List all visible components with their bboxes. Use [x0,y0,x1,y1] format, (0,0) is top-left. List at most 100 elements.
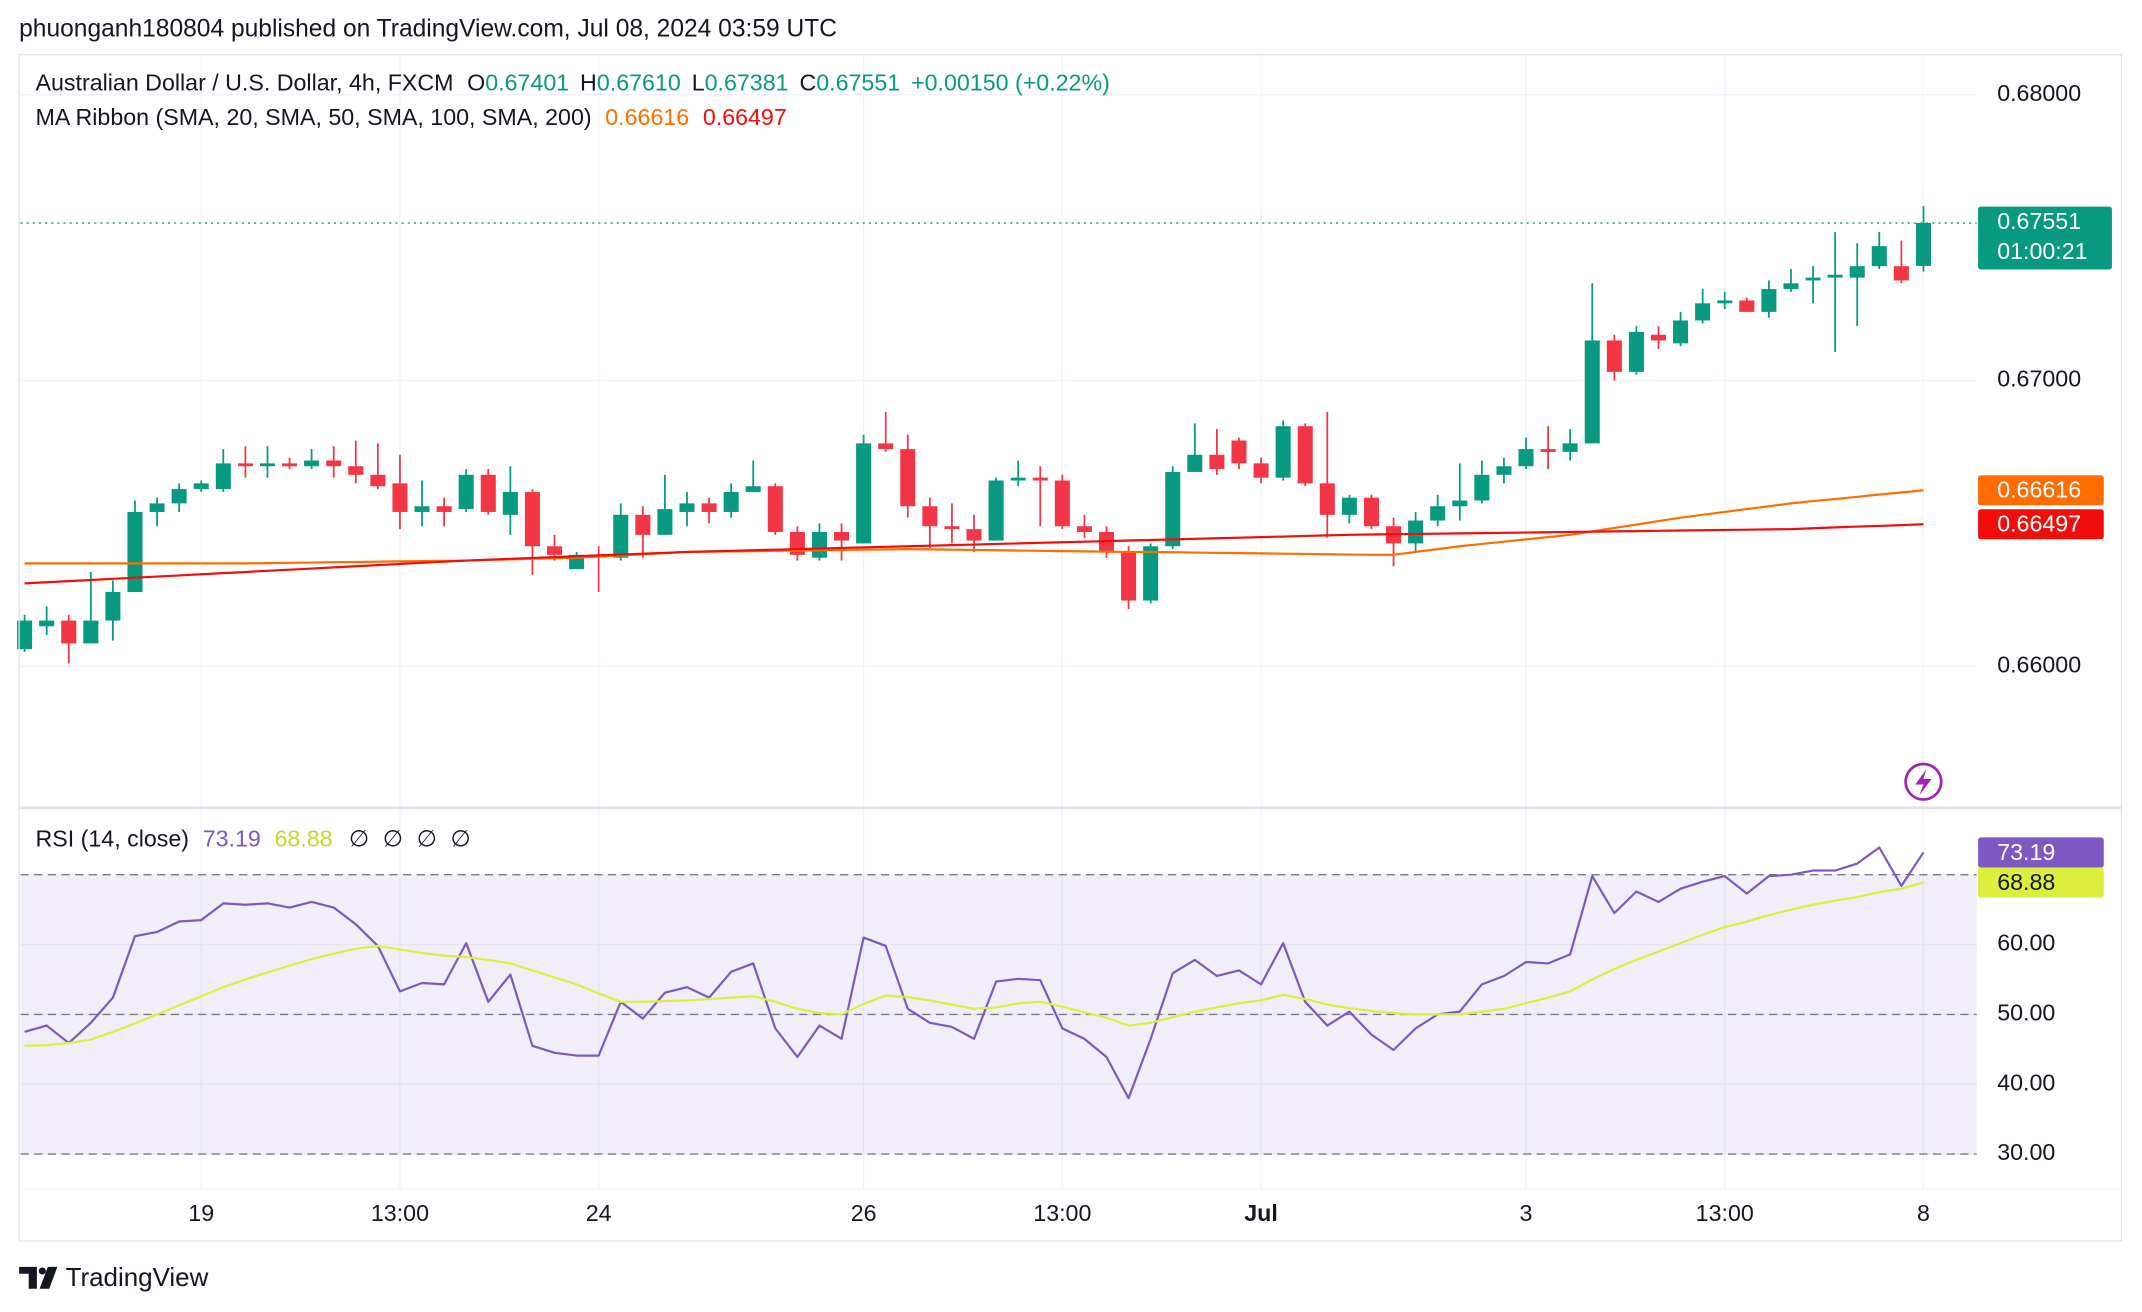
candle-body [127,511,143,592]
replay-icon[interactable] [1904,762,1943,801]
candle-body [1805,277,1821,281]
line-series [24,489,1924,565]
candle-body [237,463,253,467]
candle-body [1010,477,1026,481]
candle-body [1231,440,1247,464]
candle-body [1032,477,1048,481]
candle-body [811,531,827,558]
candle-body [282,463,298,467]
candle-body [1827,274,1843,278]
symbol-legend: Australian Dollar / U.S. Dollar, 4h, FXC… [36,70,1110,96]
candle-body [1054,480,1070,527]
candle-body [635,514,651,535]
indicator-value: 0.66616 [605,104,689,130]
change-value: +0.00150 (+0.22%) [911,70,1110,96]
candle-body [1739,300,1755,312]
logo-part [39,1266,58,1289]
candle-body [1606,340,1622,372]
candle-body [966,529,982,541]
y-tick-label: 60.00 [1997,930,2055,956]
candle-body [944,526,960,530]
candle-body [524,491,540,547]
candle-body [1408,520,1424,544]
candle-body [1165,471,1181,547]
candle-body [856,443,872,544]
indicator-value: 0.66497 [703,104,787,130]
candle-body [370,474,386,487]
candle-body [767,486,783,532]
ohlc-value: 0.67551 [816,70,900,96]
candle-body [1253,463,1269,478]
y-tick-label: 0.67000 [1997,366,2081,392]
value-tag [1978,867,2104,898]
candle-body [1871,246,1887,267]
candle-body [900,449,916,507]
ohlc-value: 0.67381 [705,70,789,96]
candle-body [1650,334,1667,341]
value-tag-label: 0.66616 [1997,477,2081,503]
candle-body [1297,426,1313,484]
candle-body [1717,300,1733,304]
candle-body [436,506,452,512]
candle-body [1275,426,1291,478]
rsi-placeholder: ∅ [417,826,437,852]
x-tick-label: 8 [1917,1200,1930,1226]
candle-body [878,443,894,450]
candle-body [922,506,938,527]
x-tick-label: 24 [586,1200,612,1226]
candle-body [502,491,518,515]
candle-body [701,503,717,512]
candle-body [723,491,739,512]
ohlc-value: 0.67401 [485,70,569,96]
grid-layer: 19 13:00 24 26 13:00 Jul 3 13:00 8 0.66000 0.67000… [20,54,2081,1226]
candle-body [171,489,187,504]
value-tag [1978,509,2104,540]
candle-body [1363,497,1379,527]
x-tick-label: 3 [1520,1200,1533,1226]
candle-body [1319,483,1335,515]
value-tag-label: 73.19 [1997,839,2055,865]
x-tick-label: 13:00 [1033,1200,1091,1226]
line-series [24,846,1925,1100]
y-tick-label: 40.00 [1997,1069,2055,1095]
candle-body [1915,223,1931,266]
candle-body [834,531,850,541]
candle-body [1695,303,1711,321]
candle-body [61,620,77,644]
y-tick-label: 30.00 [1997,1139,2055,1165]
ohlc-value: 0.67610 [597,70,681,96]
rsi-placeholder: ∅ [383,826,403,852]
rsi-legend: RSI (14, close) 73.19 68.88 ∅ ∅ ∅ ∅ [36,826,471,852]
rsi-value: 68.88 [274,826,332,852]
symbol-title: Australian Dollar / U.S. Dollar, 4h, FXC… [36,70,454,96]
candle-body [149,503,165,512]
ohlc-label: O [467,70,485,96]
candle-body [1076,526,1092,532]
candle-body [1761,289,1777,312]
indicator-title: MA Ribbon (SMA, 20, SMA, 50, SMA, 100, S… [36,104,592,130]
logo-part [19,1266,37,1289]
value-tag [1978,475,2104,506]
ohlc-label: L [692,70,705,96]
candle-body [1496,466,1512,475]
candle-body [83,620,99,644]
rsi-title: RSI (14, close) [36,826,190,852]
rsi-placeholder: ∅ [451,826,471,852]
rsi-value: 73.19 [203,826,261,852]
candle-body [1121,551,1137,601]
publish-header: phuonganh180804 published on TradingView… [19,16,837,43]
chart-frame [18,53,2123,1242]
icon-bolt [1915,769,1932,796]
candle-body [1562,443,1578,452]
last-price-tag [1978,206,2112,270]
candle-body [1628,331,1644,372]
candle-body [1143,546,1159,601]
x-tick-label: 26 [851,1200,877,1226]
y-tick-label: 0.66000 [1997,651,2081,677]
candle-body [392,483,408,512]
ma-legend: MA Ribbon (SMA, 20, SMA, 50, SMA, 100, S… [36,104,787,130]
candle-body [215,463,231,490]
candle-body [304,460,320,467]
